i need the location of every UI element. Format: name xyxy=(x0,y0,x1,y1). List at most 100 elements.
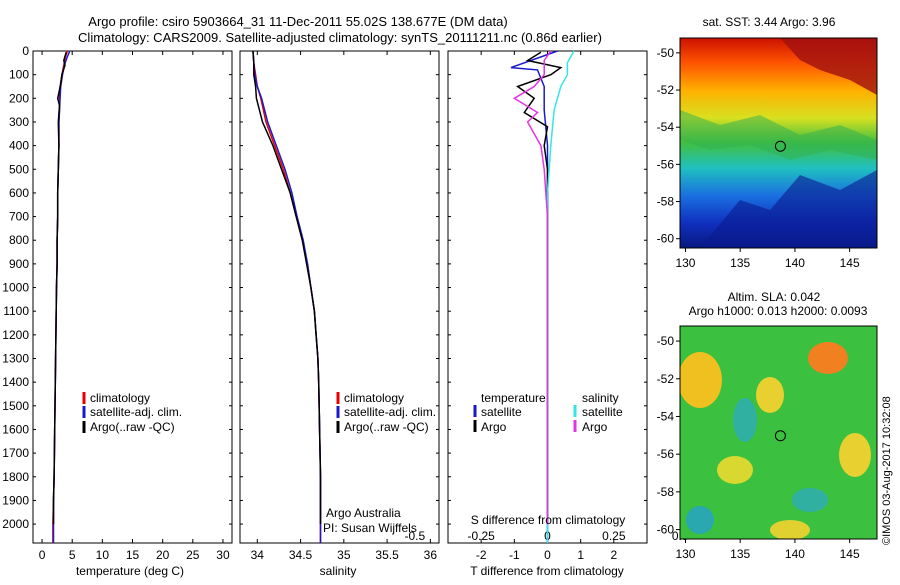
x-tick-label: 15 xyxy=(126,548,140,562)
legend-temp-argo-label: Argo xyxy=(481,420,507,434)
series-line-argo-raw-qc- xyxy=(52,51,67,525)
x-tick-label: 10 xyxy=(96,548,110,562)
x-tick-label: 34.5 xyxy=(289,548,313,562)
x-tick-label: 25 xyxy=(186,548,200,562)
x-tick-label: 34 xyxy=(251,548,265,562)
series-line-salinity-satellite xyxy=(546,50,575,543)
x-tick-label: 35.5 xyxy=(375,548,399,562)
x-tick-label: 2 xyxy=(610,548,617,562)
legend-argo-label: Argo(..raw -QC) xyxy=(344,420,429,434)
map-x-tick-label: 140 xyxy=(785,256,805,270)
sla-yellow-blob xyxy=(770,520,810,539)
x-tick-label: 30 xyxy=(216,548,230,562)
y-tick-label: 600 xyxy=(9,186,29,200)
legend-satellite-label: satellite-adj. clim. xyxy=(344,405,436,419)
s-tick-label: -0.25 xyxy=(467,529,495,543)
map-y-tick-label: -54 xyxy=(657,120,675,134)
y-tick-label: 1400 xyxy=(2,375,29,389)
salinity-legend: climatology satellite-adj. clim. Argo(..… xyxy=(336,391,436,434)
sla-cyan-blob xyxy=(686,506,714,534)
map-x-tick-label: 135 xyxy=(730,256,750,270)
series-line-temperature-satellite xyxy=(510,50,558,543)
annotation-line-2: PI: Susan Wijffels xyxy=(323,521,417,535)
legend-sal-satellite-label: satellite xyxy=(582,405,623,419)
map-y-tick-label: -56 xyxy=(657,157,675,171)
y-tick-label: 200 xyxy=(9,91,29,105)
map-x-tick-label: 145 xyxy=(840,547,860,561)
map-y-tick-label: -58 xyxy=(657,485,675,499)
sla-map-frame xyxy=(679,325,878,540)
x-tick-label: 5 xyxy=(69,548,76,562)
temperature-axes xyxy=(32,50,233,544)
x-tick-label: 0 xyxy=(544,548,551,562)
x-tick-label: 20 xyxy=(156,548,170,562)
sst-map-title: sat. SST: 3.44 Argo: 3.96 xyxy=(703,15,836,29)
map-y-tick-label: -52 xyxy=(657,83,675,97)
temperature-legend: climatology satellite-adj. clim. Argo(..… xyxy=(82,391,182,434)
y-tick-label: 300 xyxy=(9,115,29,129)
salinity-panel: 34 34.5 35 35.5 36 salinity climatology sate… xyxy=(239,50,440,578)
legend-climatology-label: climatology xyxy=(344,391,404,405)
y-tick-label: 1800 xyxy=(2,470,29,484)
map-y-tick-label: -60 xyxy=(657,232,675,246)
sla-orange-blob xyxy=(808,342,848,374)
map-y-tick-label: -52 xyxy=(657,372,675,386)
map-y-tick-label: -58 xyxy=(657,195,675,209)
series-line-salinity-argo xyxy=(512,50,552,525)
sla-cyan-blob xyxy=(733,398,757,442)
y-tick-label: 0 xyxy=(22,44,29,58)
annotation-line-1: Argo Australia xyxy=(326,506,401,520)
legend-argo-label: Argo(..raw -QC) xyxy=(90,420,175,434)
salinity-axes xyxy=(239,50,440,544)
sst-argo-position-marker xyxy=(774,140,786,152)
sla-yellow-blob xyxy=(717,456,753,484)
sla-yellow-blob xyxy=(680,352,722,408)
legend-salinity-heading: salinity xyxy=(582,391,619,405)
title-line-2: Climatology: CARS2009. Satellite-adjuste… xyxy=(78,30,602,45)
map-y-tick-label: -60 xyxy=(657,523,675,537)
x-tick-label: 35 xyxy=(337,548,351,562)
series-line-temperature-argo xyxy=(515,51,563,525)
legend-sal-argo-label: Argo xyxy=(582,420,608,434)
y-tick-label: 1200 xyxy=(2,328,29,342)
s-tick-label: 0.25 xyxy=(602,529,626,543)
x-tick-label: -2 xyxy=(476,548,487,562)
sla-cyan-blob xyxy=(792,488,828,512)
map-x-tick-label: 130 xyxy=(675,256,695,270)
series-line-climatology xyxy=(52,50,69,543)
salinity-xlabel: salinity xyxy=(320,564,357,578)
series-line-argo-raw-qc- xyxy=(252,50,322,525)
map-x-tick-label: 130 xyxy=(675,547,695,561)
map-x-tick-label: 140 xyxy=(785,547,805,561)
y-tick-label: 1700 xyxy=(2,446,29,460)
x-tick-label: 36 xyxy=(424,548,438,562)
y-tick-label: 400 xyxy=(9,139,29,153)
title-line-1: Argo profile: csiro 5903664_31 11-Dec-20… xyxy=(88,14,507,29)
temperature-panel: 0100200300400500600700800900100011001200… xyxy=(2,44,233,578)
y-tick-label: 1500 xyxy=(2,399,29,413)
y-tick-label: 500 xyxy=(9,162,29,176)
map-y-tick-label: -50 xyxy=(657,334,675,348)
sla-argo-position-marker xyxy=(774,430,786,442)
y-tick-label: 1900 xyxy=(2,493,29,507)
map-x-tick-label: 135 xyxy=(730,547,750,561)
sla-yellow-blob xyxy=(756,377,784,413)
y-tick-label: 700 xyxy=(9,210,29,224)
y-tick-label: 1100 xyxy=(3,304,29,318)
x-tick-label: -1 xyxy=(509,548,520,562)
legend-temperature-heading: temperature xyxy=(481,391,546,405)
sla-map-title: Altim. SLA: 0.042 xyxy=(728,290,821,304)
sst-green-band xyxy=(680,110,877,160)
y-tick-label: 1300 xyxy=(2,352,29,366)
sst-warm-blob xyxy=(780,38,877,95)
sla-map: Altim. SLA: 0.042 Argo h1000: 0.013 h200… xyxy=(657,290,878,561)
y-tick-label: 800 xyxy=(9,233,29,247)
map-y-tick-label: -54 xyxy=(657,409,675,423)
x-tick-label: 1 xyxy=(577,548,584,562)
t-difference-xlabel: T difference from climatology xyxy=(470,564,624,578)
temperature-xlabel: temperature (deg C) xyxy=(76,564,184,578)
y-tick-label: 900 xyxy=(9,257,29,271)
sst-cold-tongue xyxy=(700,170,877,248)
